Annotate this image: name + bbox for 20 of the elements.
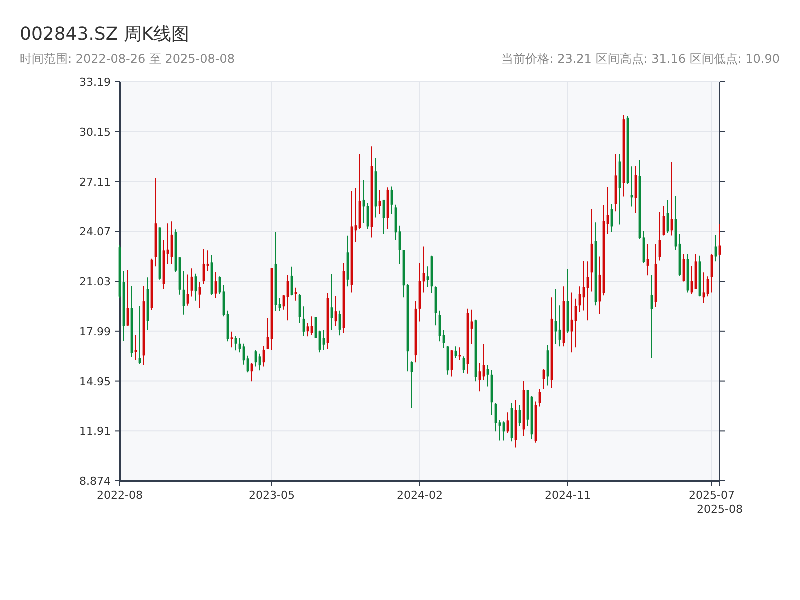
- y-tick-label: 24.07: [80, 226, 111, 239]
- x-tick-label: 2025-08: [697, 503, 743, 516]
- x-tick-label: 2025-07: [689, 489, 735, 502]
- chart-title: 002843.SZ 周K线图: [20, 24, 190, 45]
- chart-subtitle: 时间范围: 2022-08-26 至 2025-08-08: [20, 52, 235, 66]
- y-tick-label: 27.11: [80, 176, 111, 189]
- x-tick-label: 2022-08: [97, 489, 143, 502]
- x-tick-label: 2024-11: [545, 489, 591, 502]
- x-tick-label: 2024-02: [397, 489, 443, 502]
- y-tick-label: 11.91: [80, 425, 111, 438]
- candlestick: [230, 331, 234, 348]
- y-tick-label: 30.15: [80, 126, 111, 139]
- y-tick-label: 17.99: [80, 325, 111, 338]
- y-tick-label: 21.03: [80, 276, 111, 289]
- text: 当前价格: 23.21 区间高点: 31.16 区间低点: 10.90: [502, 52, 780, 66]
- y-tick-label: 8.874: [80, 475, 111, 488]
- x-tick-label: 2023-05: [249, 489, 295, 502]
- y-tick-label: 14.95: [80, 375, 111, 388]
- candlestick: [498, 420, 502, 442]
- y-tick-label: 33.19: [80, 76, 111, 89]
